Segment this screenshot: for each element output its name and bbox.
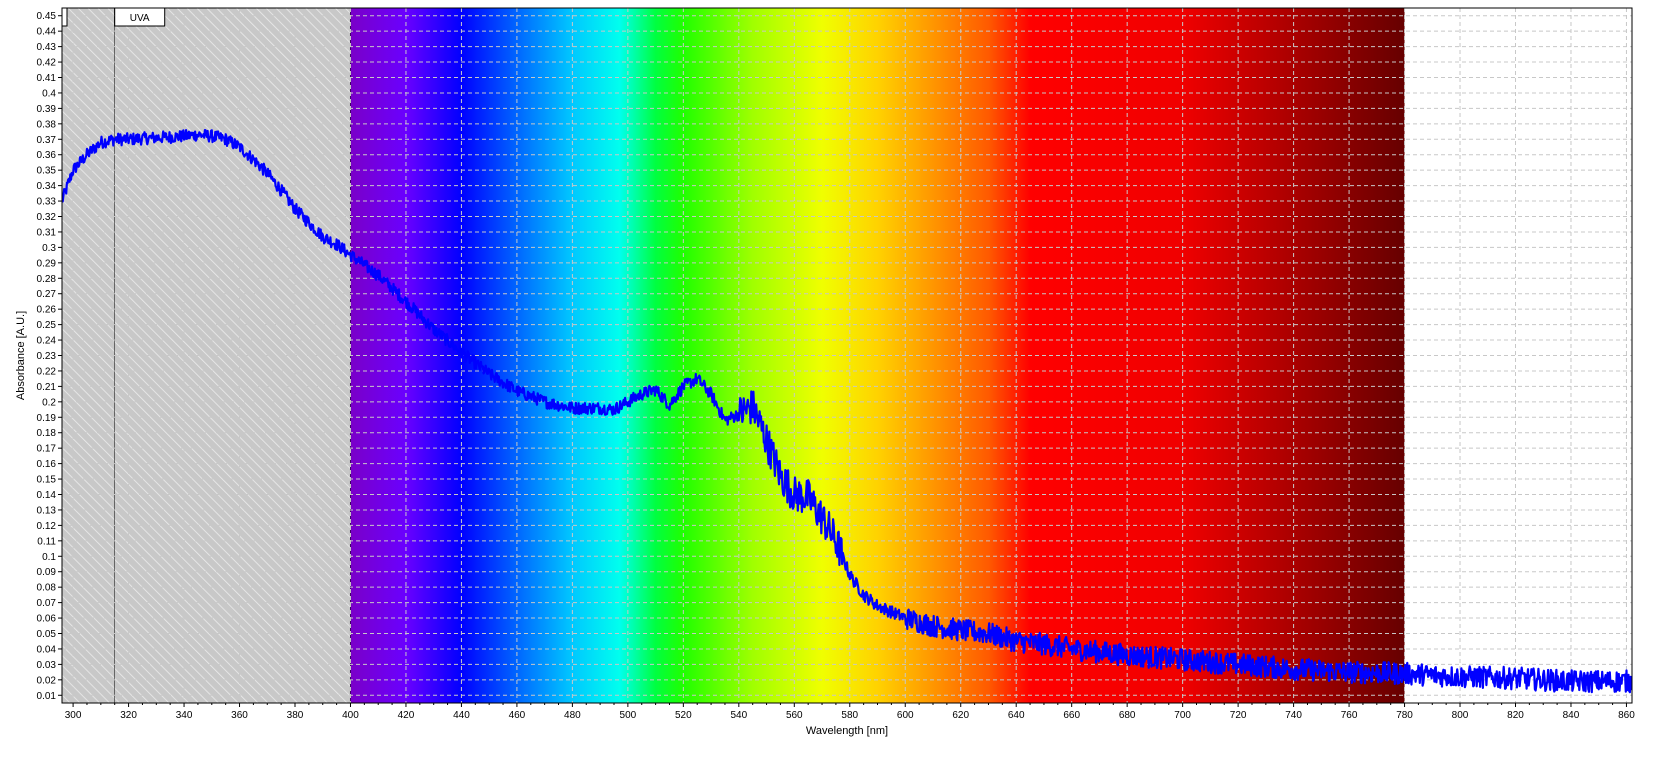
x-tick-label: 640 — [1008, 710, 1025, 721]
y-tick-label: 0.07 — [37, 598, 57, 609]
x-tick-label: 580 — [841, 710, 858, 721]
grid-lines — [62, 8, 1632, 703]
x-tick-label: 540 — [730, 710, 747, 721]
x-tick-label: 380 — [287, 710, 304, 721]
y-axis-title: Absorbance [A.U.] — [15, 311, 27, 400]
x-tick-label: 700 — [1174, 710, 1191, 721]
y-tick-label: 0.13 — [37, 505, 57, 516]
y-tick-label: 0.34 — [37, 181, 57, 192]
y-tick-label: 0.15 — [37, 475, 57, 486]
x-tick-label: 780 — [1396, 710, 1413, 721]
y-tick-label: 0.24 — [37, 336, 57, 347]
y-tick-label: 0.08 — [37, 583, 57, 594]
x-tick-label: 680 — [1119, 710, 1136, 721]
y-tick-label: 0.4 — [42, 88, 56, 99]
y-tick-label: 0.41 — [37, 73, 57, 84]
region-label-box — [114, 7, 166, 27]
y-tick-label: 0.16 — [37, 459, 57, 470]
y-tick-label: 0.14 — [37, 490, 57, 501]
y-tick-label: 0.44 — [37, 27, 57, 38]
y-tick-label: 0.06 — [37, 614, 57, 625]
series-line-0 — [62, 129, 1632, 694]
y-tick-label: 0.3 — [42, 243, 56, 254]
x-tick-label: 300 — [65, 710, 82, 721]
y-tick-label: 0.22 — [37, 366, 57, 377]
y-tick-label: 0.32 — [37, 212, 57, 223]
y-tick-label: 0.12 — [37, 521, 57, 532]
x-tick-label: 420 — [398, 710, 415, 721]
y-tick-label: 0.01 — [37, 691, 57, 702]
series-layer — [62, 129, 1632, 694]
y-tick-label: 0.11 — [37, 536, 56, 547]
y-tick-label: 0.23 — [37, 351, 57, 362]
y-tick-label: 0.27 — [37, 289, 57, 300]
x-tick-label: 520 — [675, 710, 692, 721]
x-tick-label: 620 — [952, 710, 969, 721]
y-tick-label: 0.37 — [37, 135, 57, 146]
x-tick-label: 660 — [1063, 710, 1080, 721]
x-axis: 300 320 340 360 380 400 420 440 460 480 500 520 540 5… — [65, 703, 1635, 721]
y-tick-label: 0.38 — [37, 119, 57, 130]
y-tick-label: 0.26 — [37, 305, 57, 316]
region-label-uva: UVA — [130, 13, 150, 24]
y-tick-label: 0.35 — [37, 166, 57, 177]
region-labels: UVA — [61, 7, 166, 27]
y-tick-label: 0.29 — [37, 258, 57, 269]
x-tick-label: 480 — [564, 710, 581, 721]
x-tick-label: 340 — [176, 710, 193, 721]
y-tick-label: 0.43 — [37, 42, 57, 53]
x-tick-label: 820 — [1507, 710, 1524, 721]
x-tick-label: 860 — [1618, 710, 1635, 721]
y-tick-label: 0.1 — [42, 552, 56, 563]
y-axis: 0.01 0.02 0.03 0.04 0.05 0.06 0.07 0.08 0.09 0.1 0… — [37, 11, 62, 702]
y-tick-label: 0.2 — [42, 397, 56, 408]
x-tick-label: 460 — [509, 710, 526, 721]
x-tick-label: 500 — [620, 710, 637, 721]
y-tick-label: 0.28 — [37, 274, 57, 285]
y-tick-label: 0.09 — [37, 567, 57, 578]
y-tick-label: 0.39 — [37, 104, 57, 115]
region-label-box-empty — [61, 7, 68, 27]
y-tick-label: 0.21 — [37, 382, 57, 393]
y-tick-label: 0.03 — [37, 660, 57, 671]
x-tick-label: 760 — [1341, 710, 1358, 721]
x-tick-label: 740 — [1285, 710, 1302, 721]
y-tick-label: 0.45 — [37, 11, 57, 22]
x-tick-label: 400 — [342, 710, 359, 721]
x-tick-label: 560 — [786, 710, 803, 721]
y-tick-label: 0.42 — [37, 58, 57, 69]
x-axis-title: Wavelength [nm] — [806, 725, 888, 737]
y-tick-label: 0.04 — [37, 644, 57, 655]
x-tick-label: 440 — [453, 710, 470, 721]
x-tick-label: 600 — [897, 710, 914, 721]
x-tick-label: 320 — [120, 710, 137, 721]
y-tick-label: 0.02 — [37, 675, 57, 686]
x-tick-label: 720 — [1230, 710, 1247, 721]
y-tick-label: 0.36 — [37, 150, 57, 161]
y-tick-label: 0.25 — [37, 320, 57, 331]
x-tick-label: 800 — [1452, 710, 1469, 721]
y-tick-label: 0.33 — [37, 197, 57, 208]
y-tick-label: 0.31 — [37, 227, 57, 238]
y-tick-label: 0.19 — [37, 413, 57, 424]
x-tick-label: 840 — [1563, 710, 1580, 721]
y-tick-label: 0.18 — [37, 428, 57, 439]
y-tick-label: 0.17 — [37, 444, 57, 455]
x-tick-label: 360 — [231, 710, 248, 721]
y-tick-label: 0.05 — [37, 629, 57, 640]
